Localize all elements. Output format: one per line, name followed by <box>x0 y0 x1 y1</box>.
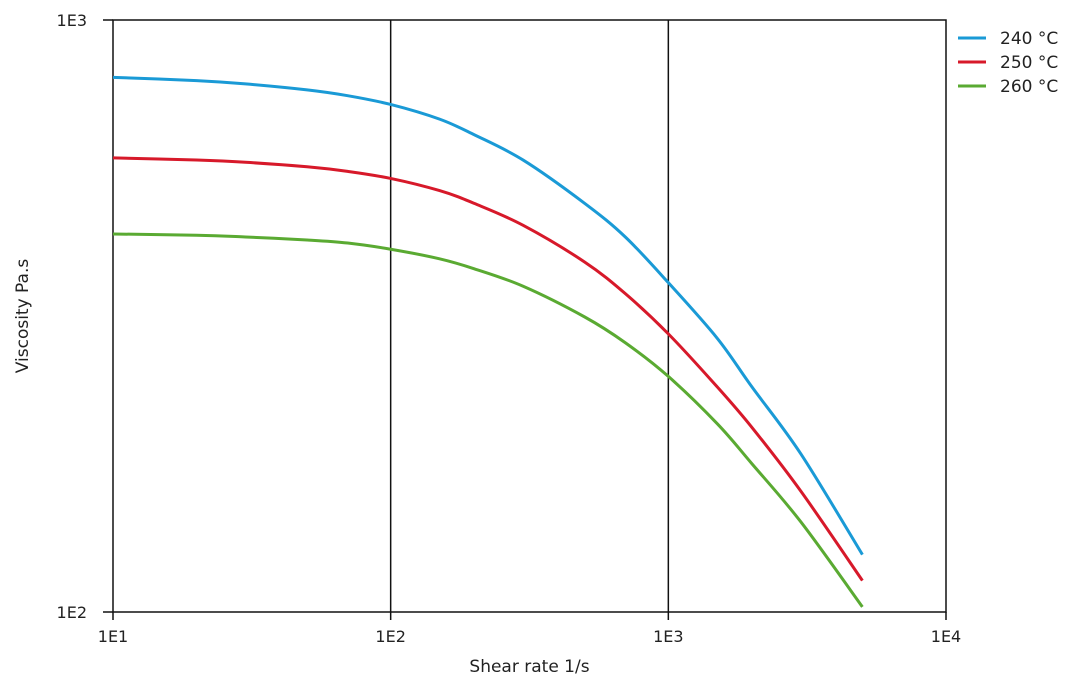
series-line-2 <box>112 232 864 608</box>
legend-label: 240 °C <box>1000 29 1058 49</box>
x-axis-title: Shear rate 1/s <box>469 657 589 677</box>
grid <box>389 20 670 612</box>
y-axis-title: Viscosity Pa.s <box>13 259 33 374</box>
y-tick-label: 1E2 <box>57 603 87 622</box>
series-line-1 <box>112 156 864 582</box>
x-tick-label: 1E3 <box>653 627 683 646</box>
plot-frame <box>112 19 947 613</box>
y-tick-label: 1E3 <box>57 11 87 30</box>
axis-ticks: 1E1 1E2 1E3 1E4 1E2 1E3 <box>57 11 962 646</box>
x-tick-label: 1E4 <box>931 627 961 646</box>
x-tick-label: 1E2 <box>375 627 405 646</box>
x-tick-label: 1E1 <box>98 627 128 646</box>
legend-label: 250 °C <box>1000 53 1058 73</box>
series-line-0 <box>112 75 864 556</box>
legend-label: 260 °C <box>1000 77 1058 97</box>
series-lines <box>112 75 864 608</box>
legend: 240 °C 250 °C 260 °C <box>958 29 1058 97</box>
